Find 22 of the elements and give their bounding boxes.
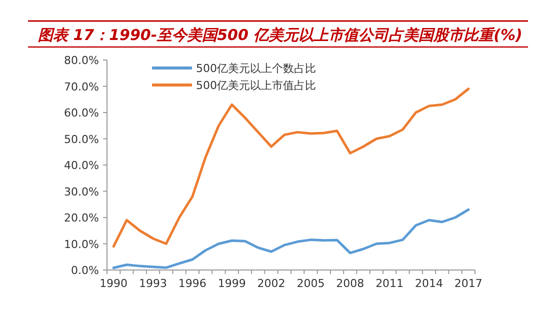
legend-label: 500亿美元以上市值占比 (196, 79, 316, 92)
x-tick-label: 2002 (257, 277, 286, 290)
x-tick-label: 2014 (415, 277, 443, 290)
x-tick-label: 1993 (139, 277, 167, 290)
y-tick-label: 40.0% (64, 159, 99, 172)
y-tick-label: 10.0% (64, 238, 99, 251)
y-tick-label: 80.0% (64, 54, 99, 67)
y-tick-label: 60.0% (64, 106, 99, 120)
y-tick-label: 50.0% (64, 132, 99, 146)
x-tick-label: 2017 (454, 277, 482, 290)
y-tick-label: 20.0% (64, 212, 99, 224)
x-tick-label: 1999 (218, 277, 246, 290)
x-tick-label: 2008 (336, 277, 364, 290)
x-tick-label: 1996 (178, 277, 206, 290)
y-tick-label: 30.0% (64, 185, 99, 198)
x-tick-label: 2011 (376, 277, 404, 290)
legend-label: 500亿美元以上个数占比 (196, 62, 316, 75)
x-tick-label: 1990 (100, 277, 128, 290)
y-tick-label: 70.0% (64, 80, 99, 94)
x-tick-label: 2005 (296, 277, 325, 290)
y-tick-label: 0.0% (71, 264, 99, 277)
title: 图表 17：1990-至今美国500 亿美元以上市值公司占美国股市比重(%) (38, 26, 522, 44)
